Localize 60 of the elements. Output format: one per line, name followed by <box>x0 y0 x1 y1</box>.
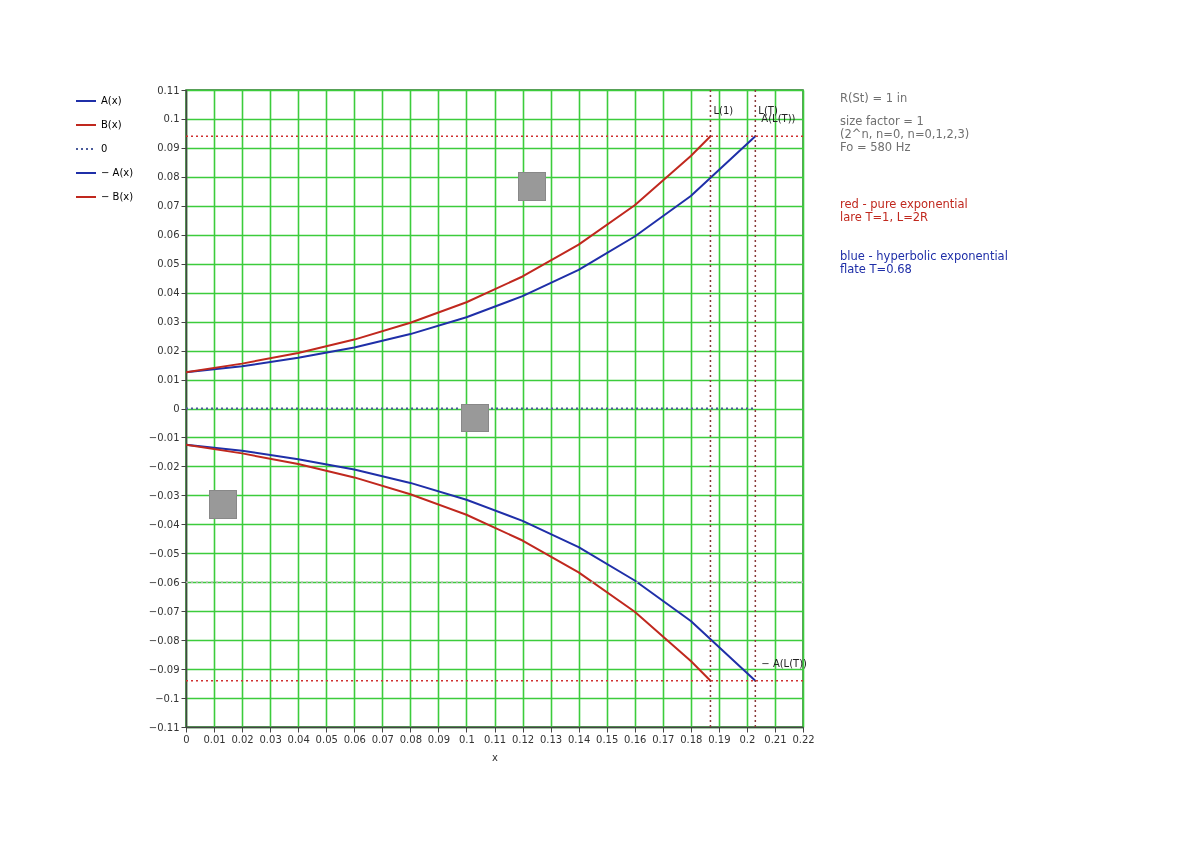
y-tick-label: −0.02 <box>148 460 180 472</box>
y-tick-label: 0.02 <box>157 345 180 357</box>
x-tick-label: 0.11 <box>483 733 507 745</box>
legend-label: − B(x) <box>101 191 134 202</box>
x-tick-label: 0.15 <box>596 733 619 745</box>
x-tick-label: 0.03 <box>259 733 282 745</box>
text: R(St) = 1 in <box>840 91 909 105</box>
y-tick-label: 0.06 <box>157 229 180 241</box>
y-tick-label: −0.03 <box>148 489 180 501</box>
y-tick-label: 0.05 <box>157 258 180 270</box>
legend-label: A(x) <box>101 95 122 106</box>
y-tick-label: −0.11 <box>148 721 180 733</box>
y-tick-label: 0.09 <box>157 142 180 154</box>
y-tick-label: 0.07 <box>157 200 180 212</box>
legend-label: 0 <box>101 143 108 154</box>
y-tick-label: 0.11 <box>157 84 180 96</box>
x-tick-label: 0.14 <box>568 733 591 745</box>
text: size factor = 1 <box>840 114 925 128</box>
y-tick-label: 0.03 <box>157 316 180 328</box>
x-tick-label: 0.1 <box>459 733 475 745</box>
y-tick-label: 0.1 <box>163 113 180 125</box>
y-tick-label: −0.09 <box>148 663 180 675</box>
x-tick-label: 0.17 <box>652 733 675 745</box>
x-tick-label: 0.04 <box>287 733 310 745</box>
y-tick-label: 0.04 <box>157 287 180 299</box>
y-tick-label: −0.04 <box>148 518 180 530</box>
x-tick-label: 0.01 <box>203 733 226 745</box>
y-tick-label: −0.05 <box>148 547 180 559</box>
x-tick-label: 0.06 <box>343 733 366 745</box>
text: lare T=1, L=2R <box>840 210 929 224</box>
x-tick-label: 0.12 <box>511 733 535 745</box>
y-tick-label: 0 <box>173 403 180 414</box>
x-axis-title: x <box>492 751 499 763</box>
legend-label: B(x) <box>101 119 122 130</box>
y-tick-label: −0.06 <box>148 576 180 588</box>
x-tick-label: 0.02 <box>231 733 254 745</box>
text: (2^n, n=0, n=0,1,2,3) <box>840 127 971 141</box>
x-tick-label: 0.18 <box>680 733 703 745</box>
text: blue - hyperbolic exponential <box>840 249 1008 263</box>
y-tick-label: −0.08 <box>148 634 180 646</box>
x-tick-label: 0.05 <box>315 733 338 745</box>
x-tick-label: 0.19 <box>708 733 731 745</box>
x-tick-label: 0.13 <box>539 733 563 745</box>
x-tick-label: 0.09 <box>427 733 451 745</box>
y-tick-label: −0.07 <box>148 605 180 617</box>
x-tick-label: 0.16 <box>624 733 647 745</box>
y-tick-label: 0.08 <box>157 171 180 183</box>
x-tick-label: 0.07 <box>371 733 394 745</box>
legend-label: − A(x) <box>101 167 134 178</box>
x-tick-label: 0.21 <box>764 733 787 745</box>
y-tick-label: −0.01 <box>148 431 180 443</box>
text: Fo = 580 Hz <box>840 140 912 154</box>
y-tick-label: −0.1 <box>155 692 180 704</box>
x-tick-label: 0.22 <box>792 733 815 745</box>
x-tick-label: 0.08 <box>399 733 422 745</box>
text: flate T=0.68 <box>840 262 912 276</box>
y-tick-label: 0.01 <box>157 374 180 386</box>
x-tick-label: 0 <box>183 733 190 745</box>
x-tick-label: 0.2 <box>739 733 756 745</box>
text: red - pure exponential <box>840 197 969 211</box>
